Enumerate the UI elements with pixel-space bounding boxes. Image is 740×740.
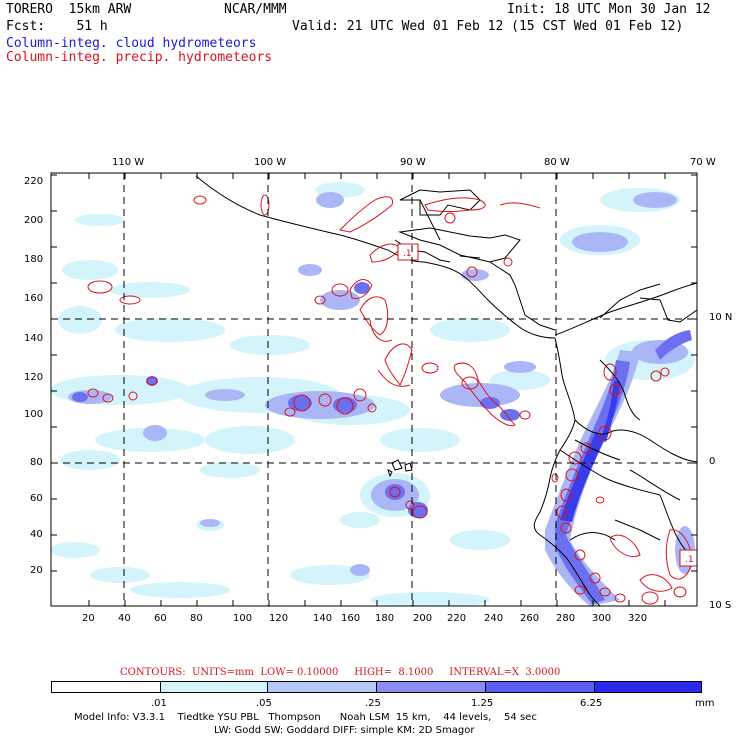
x-tick-320: 320: [628, 613, 648, 624]
x-tick-140: 140: [313, 613, 333, 624]
x-tick-40: 40: [118, 613, 131, 624]
model-physics: LW: Godd SW: Goddard DIFF: simple KM: 2D…: [214, 725, 475, 736]
colorbar-tick-4: 1.25: [471, 698, 494, 709]
svg-text:.1: .1: [403, 249, 412, 259]
lat-label-10n: 10 N: [709, 312, 733, 323]
x-tick-80: 80: [190, 613, 203, 624]
contour-label-box-2: .1: [679, 549, 697, 567]
colorbar-segment-6: [594, 682, 701, 692]
x-tick-160: 160: [341, 613, 361, 624]
y-tick-220: 220: [24, 176, 44, 187]
x-tick-200: 200: [413, 613, 433, 624]
center-title: NCAR/MMM: [224, 2, 287, 17]
svg-text:.1: .1: [685, 555, 694, 565]
model-title: TORERO 15km ARW: [6, 2, 132, 17]
colorbar-segment-3: [268, 682, 377, 692]
precip-field-title: Column-integ. precip. hydrometeors: [6, 50, 273, 65]
contour-info: CONTOURS: UNITS=mm LOW= 0.10000 HIGH= 8.…: [120, 667, 561, 678]
colorbar-tick-3: .25: [365, 698, 381, 709]
colorbar-tick-5: 6.25: [580, 698, 603, 709]
x-tick-60: 60: [154, 613, 167, 624]
init-time: Init: 18 UTC Mon 30 Jan 12: [507, 2, 711, 17]
valid-time: Valid: 21 UTC Wed 01 Feb 12 (15 CST Wed …: [292, 19, 684, 34]
colorbar-tick-2: .05: [256, 698, 272, 709]
lat-lon-grid: [51, 173, 697, 606]
lon-label-70w: 70 W: [690, 157, 716, 168]
y-tick-160: 160: [24, 293, 44, 304]
x-tick-180: 180: [375, 613, 395, 624]
colorbar-segment-4: [376, 682, 486, 692]
y-tick-60: 60: [30, 493, 43, 504]
colorbar-tick-1: .01: [151, 698, 167, 709]
lon-label-80w: 80 W: [544, 157, 570, 168]
model-info: Model Info: V3.3.1 Tiedtke YSU PBL Thomp…: [74, 712, 537, 723]
y-tick-80: 80: [30, 457, 43, 468]
contour-label-box-1: .1: [397, 243, 419, 261]
colorbar-segment-1: [52, 682, 161, 692]
axis-ticks: [51, 173, 697, 606]
x-tick-260: 260: [520, 613, 540, 624]
x-tick-120: 120: [269, 613, 289, 624]
lon-label-110w: 110 W: [112, 157, 145, 168]
lat-label-10s: 10 S: [709, 600, 732, 611]
y-tick-20: 20: [30, 565, 43, 576]
forecast-hour: Fcst: 51 h: [6, 19, 108, 34]
y-tick-40: 40: [30, 529, 43, 540]
colorbar-segment-5: [486, 682, 595, 692]
y-tick-100: 100: [24, 409, 44, 420]
map-frame: [50, 172, 698, 607]
y-tick-200: 200: [24, 215, 44, 226]
lon-label-90w: 90 W: [400, 157, 426, 168]
colorbar-segment-2: [160, 682, 268, 692]
x-tick-100: 100: [233, 613, 253, 624]
y-tick-140: 140: [24, 333, 44, 344]
x-tick-300: 300: [592, 613, 612, 624]
y-tick-120: 120: [24, 372, 44, 383]
y-tick-180: 180: [24, 254, 44, 265]
colorbar-units: mm: [695, 698, 715, 709]
lat-label-0: 0: [709, 456, 716, 467]
colorbar: [51, 681, 702, 693]
x-tick-240: 240: [484, 613, 504, 624]
cloud-field-title: Column-integ. cloud hydrometeors: [6, 36, 257, 51]
lon-label-100w: 100 W: [254, 157, 287, 168]
x-tick-20: 20: [82, 613, 95, 624]
x-tick-220: 220: [447, 613, 467, 624]
x-tick-280: 280: [556, 613, 576, 624]
